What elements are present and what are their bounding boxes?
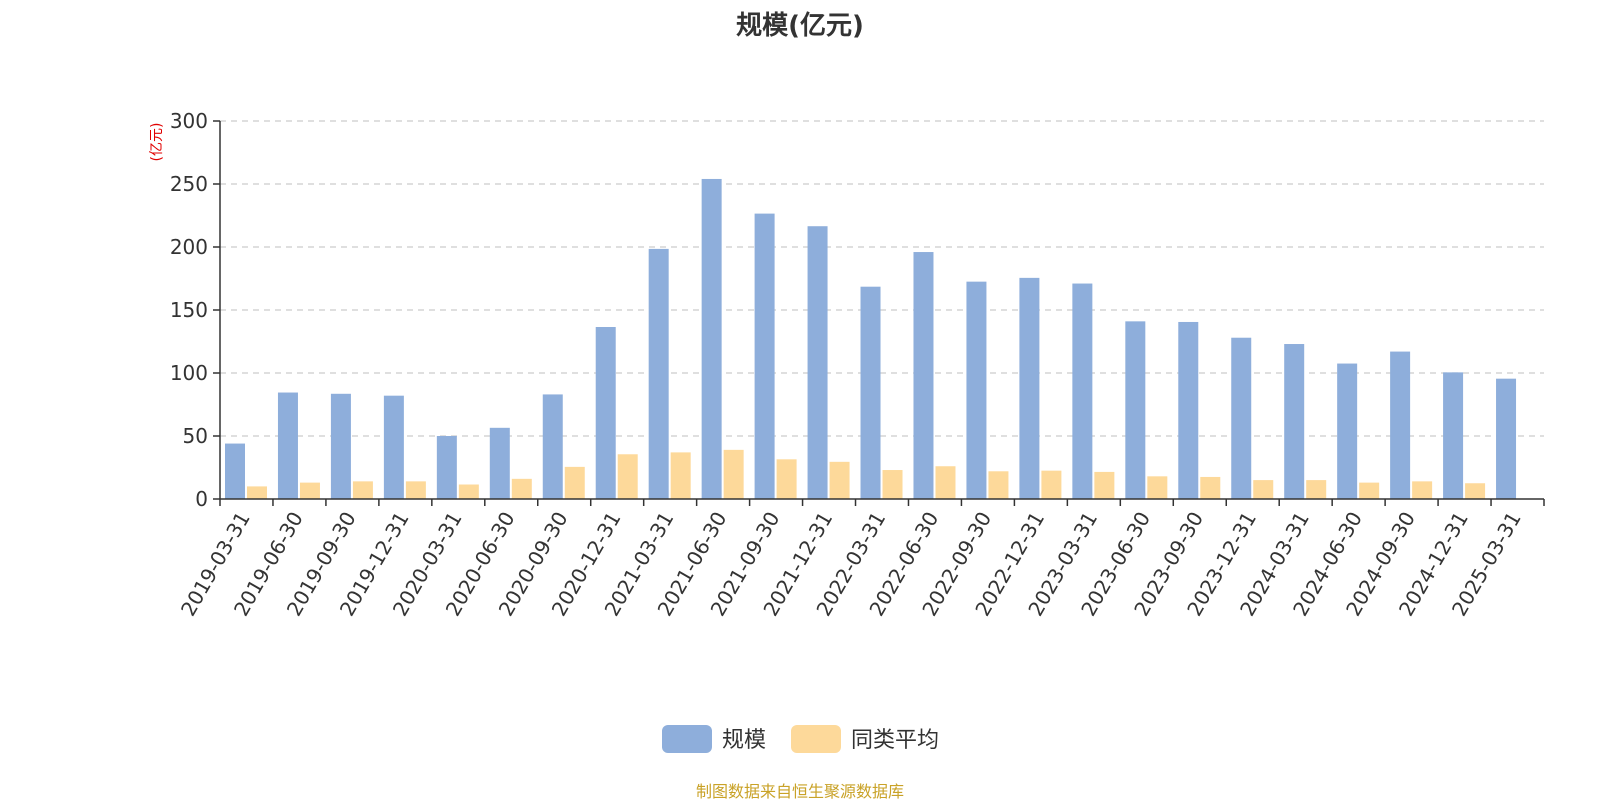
bar-peer-average	[617, 454, 638, 499]
bar-scale	[1072, 283, 1093, 499]
bar-scale	[807, 226, 828, 499]
bar-scale	[860, 286, 881, 499]
y-tick-label: 250	[170, 172, 208, 196]
legend-swatch-scale[interactable]	[662, 725, 712, 753]
bar-scale	[383, 395, 404, 499]
bar-peer-average	[1041, 470, 1062, 499]
legend-swatch-peer-average[interactable]	[791, 725, 841, 753]
bar-peer-average	[458, 484, 479, 499]
y-tick-label: 200	[170, 235, 208, 259]
bar-peer-average	[405, 481, 426, 499]
y-tick-label: 0	[195, 487, 208, 511]
bar-scale	[648, 248, 669, 499]
bar-scale	[330, 393, 351, 499]
bar-peer-average	[299, 482, 320, 499]
bar-peer-average	[1147, 476, 1168, 499]
x-tick-labels: 2019-03-312019-06-302019-09-302019-12-31…	[176, 507, 1526, 620]
data-source-note: 制图数据来自恒生聚源数据库	[696, 782, 904, 800]
bar-peer-average	[511, 478, 532, 499]
bar-peer-average	[247, 486, 267, 499]
bar-scale	[1496, 378, 1517, 499]
bar-peer-average	[1465, 483, 1486, 499]
bar-scale	[1125, 321, 1146, 499]
legend-label-scale[interactable]: 规模	[722, 728, 766, 753]
bar-scale	[913, 252, 934, 499]
bar-peer-average	[882, 470, 903, 499]
bar-scale	[701, 178, 722, 499]
bar-scale	[1019, 277, 1040, 499]
chart-title: 规模(亿元)	[736, 11, 864, 41]
bar-scale	[754, 213, 775, 500]
bar-scale	[277, 392, 298, 499]
bar-peer-average	[670, 452, 691, 499]
grid-lines	[220, 120, 1544, 437]
bar-scale	[225, 443, 245, 499]
bar-peer-average	[564, 466, 585, 499]
bar-scale	[1178, 321, 1199, 499]
y-axis-unit: (亿元)	[149, 123, 165, 162]
bar-peer-average	[1200, 476, 1221, 499]
bar-scale	[542, 394, 563, 499]
bar-peer-average	[352, 481, 373, 499]
bar-scale	[1337, 363, 1358, 499]
bar-peer-average	[1306, 480, 1327, 499]
y-tick-label: 50	[183, 424, 208, 448]
bar-scale	[966, 281, 987, 499]
bar-peer-average	[829, 461, 850, 499]
bar-scale	[489, 427, 510, 499]
bar-peer-average	[1094, 471, 1115, 499]
bar-scale	[436, 436, 457, 499]
y-tick-labels: 0 50 100 150 200 250 300	[170, 109, 208, 511]
bar-scale	[595, 327, 616, 499]
bars	[225, 178, 1517, 500]
legend-label-peer-average[interactable]: 同类平均	[851, 728, 939, 753]
y-tick-label: 100	[170, 361, 208, 385]
bar-peer-average	[1412, 481, 1433, 499]
bar-peer-average	[988, 471, 1009, 499]
bar-scale	[1231, 337, 1252, 499]
bar-scale	[1284, 344, 1305, 499]
bar-peer-average	[776, 459, 797, 499]
y-tick-label: 150	[170, 298, 208, 322]
bar-peer-average	[1359, 482, 1380, 499]
bar-scale	[1443, 372, 1464, 499]
y-tick-label: 300	[170, 109, 208, 133]
legend[interactable]: 规模 同类平均	[662, 725, 939, 753]
bar-scale	[1390, 351, 1411, 499]
bar-peer-average	[1253, 480, 1274, 499]
bar-peer-average	[723, 449, 744, 499]
bar-peer-average	[935, 466, 956, 499]
axes	[213, 120, 1545, 506]
